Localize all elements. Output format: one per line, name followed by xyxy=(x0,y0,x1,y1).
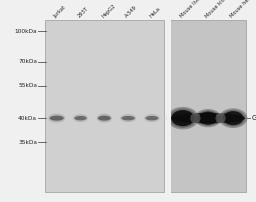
Text: HeLa: HeLa xyxy=(148,6,161,19)
Ellipse shape xyxy=(50,116,64,121)
Ellipse shape xyxy=(197,110,220,126)
Ellipse shape xyxy=(216,113,226,124)
Ellipse shape xyxy=(121,116,135,120)
Text: Mouse heart: Mouse heart xyxy=(230,0,256,19)
Bar xyxy=(167,18,171,194)
Ellipse shape xyxy=(73,114,88,122)
Text: 40kDa: 40kDa xyxy=(18,116,37,121)
Text: GOT1: GOT1 xyxy=(251,115,256,121)
Ellipse shape xyxy=(223,111,243,125)
Ellipse shape xyxy=(120,114,136,122)
Ellipse shape xyxy=(221,110,246,127)
Ellipse shape xyxy=(219,108,248,128)
Text: A-549: A-549 xyxy=(125,5,139,19)
Text: Jurkat: Jurkat xyxy=(53,5,67,19)
Ellipse shape xyxy=(171,113,245,123)
Text: 70kDa: 70kDa xyxy=(18,59,37,64)
Bar xyxy=(45,20,164,192)
Ellipse shape xyxy=(190,113,200,124)
Text: Mouse liver: Mouse liver xyxy=(179,0,204,19)
Ellipse shape xyxy=(74,116,87,120)
Ellipse shape xyxy=(169,108,197,128)
Ellipse shape xyxy=(145,116,158,120)
Text: 55kDa: 55kDa xyxy=(18,83,37,88)
Text: 100kDa: 100kDa xyxy=(15,29,37,34)
Text: Mouse kidney: Mouse kidney xyxy=(205,0,233,19)
Ellipse shape xyxy=(167,107,199,129)
Ellipse shape xyxy=(98,116,111,121)
Text: 293T: 293T xyxy=(77,6,90,19)
Text: 35kDa: 35kDa xyxy=(18,140,37,145)
Ellipse shape xyxy=(198,112,218,125)
Ellipse shape xyxy=(144,114,160,122)
Ellipse shape xyxy=(171,110,194,126)
Bar xyxy=(170,20,246,192)
Ellipse shape xyxy=(195,109,221,127)
Ellipse shape xyxy=(97,114,112,123)
Ellipse shape xyxy=(48,114,65,123)
Text: HepG2: HepG2 xyxy=(101,3,116,19)
